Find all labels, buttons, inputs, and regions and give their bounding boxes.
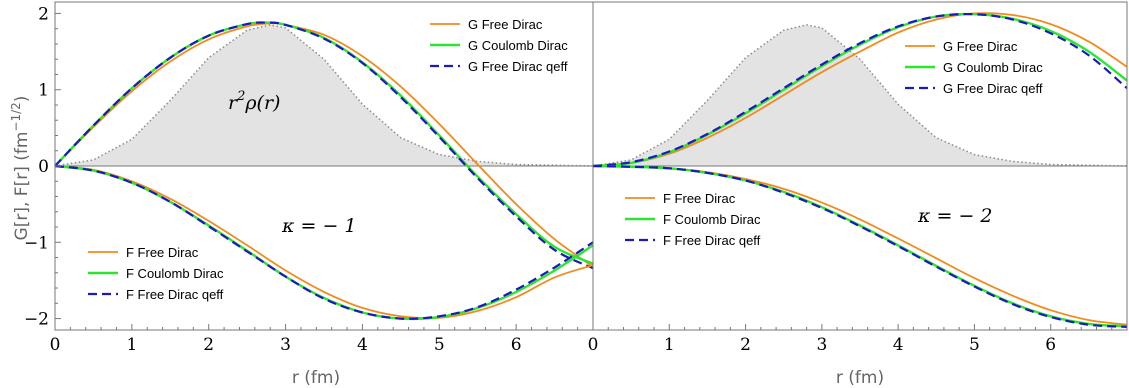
y-tick-label: 1 <box>38 81 49 101</box>
y-tick-label: 0 <box>38 157 49 177</box>
density-annotation-base: r <box>228 92 239 114</box>
series-line-f-free-dirac-qeff <box>54 164 594 320</box>
x-tick-label: 0 <box>588 335 599 355</box>
legend-label: G Coulomb Dirac <box>943 60 1043 75</box>
legend-lower-left: F Free Dirac F Coulomb Dirac F Free Dirac … <box>88 245 224 302</box>
legend-label: G Free Dirac <box>943 39 1018 54</box>
density-outline <box>54 24 594 167</box>
density-layer-right <box>592 24 1128 167</box>
panel-right: 0 1 2 3 4 5 6 κ = − 2 G Free Dirac G Coulomb Di… <box>588 1 1128 388</box>
x-tick-label: 2 <box>740 335 751 355</box>
legend-upper-left: G Free Dirac G Coulomb Dirac G Free Dirac … <box>430 17 568 74</box>
x-tick-label: 4 <box>357 335 368 355</box>
legend-label: F Free Dirac qeff <box>126 287 224 302</box>
x-tick-label: 1 <box>126 335 137 355</box>
y-tick-label: −2 <box>24 310 49 330</box>
x-tick-label: 5 <box>969 335 980 355</box>
y-axis-title: G[r], F[r] (fm−1/2) <box>9 96 32 241</box>
legend-label: F Free Dirac <box>126 245 199 260</box>
series-line-g-free-dirac <box>54 22 594 268</box>
density-annotation: r2ρ(r) <box>228 89 280 114</box>
legend-label: F Coulomb Dirac <box>126 266 224 281</box>
x-tick-label: 0 <box>50 335 61 355</box>
x-tick-label: 4 <box>893 335 904 355</box>
kappa-label-right: κ = − 2 <box>917 205 993 227</box>
x-tick-label: 6 <box>1045 335 1056 355</box>
frame-right <box>592 1 1128 331</box>
x-tick-label: 3 <box>280 335 291 355</box>
kappa-label-left: κ = − 1 <box>281 215 357 237</box>
y-axis-title-main: G[r], F[r] (fm <box>12 132 32 241</box>
density-annotation-sup: 2 <box>236 89 245 104</box>
legend-label: G Coulomb Dirac <box>468 38 568 53</box>
x-tick-label: 5 <box>434 335 445 355</box>
series-line-g-free-dirac-qeff <box>54 21 594 270</box>
x-tick-label: 3 <box>816 335 827 355</box>
series-line-f-free-dirac <box>54 165 594 320</box>
legend-label: G Free Dirac qeff <box>468 59 568 74</box>
ticks-right: 0 1 2 3 4 5 6 <box>588 324 1113 355</box>
x-axis-title-right: r (fm) <box>836 368 884 388</box>
legend-label: F Free Dirac qeff <box>663 233 761 248</box>
series-line-g-free-dirac <box>592 12 1128 167</box>
density-area <box>55 24 593 167</box>
series-line-f-free-dirac-qeff <box>592 164 1128 328</box>
x-tick-label: 6 <box>511 335 522 355</box>
x-axis-title-left: r (fm) <box>292 368 340 388</box>
series-layer-left <box>54 21 594 321</box>
y-axis-title-exp: −1/2 <box>9 102 23 131</box>
series-line-g-free-dirac-qeff <box>592 12 1128 168</box>
ticks-left: 0 1 2 3 4 5 6 −2 −1 0 1 2 <box>24 4 579 355</box>
legend-label: F Coulomb Dirac <box>663 212 761 227</box>
x-tick-label: 1 <box>664 335 675 355</box>
density-outline <box>592 24 1128 167</box>
series-layer-right <box>592 12 1128 328</box>
x-tick-label: 2 <box>203 335 214 355</box>
legend-upper-right: G Free Dirac G Coulomb Dirac G Free Dirac … <box>905 39 1043 96</box>
y-tick-label: 2 <box>38 4 49 24</box>
legend-label: G Free Dirac qeff <box>943 81 1043 96</box>
y-axis-title-close: ) <box>12 96 32 103</box>
legend-lower-right: F Free Dirac F Coulomb Dirac F Free Dirac … <box>625 191 761 248</box>
legend-label: G Free Dirac <box>468 17 543 32</box>
legend-label: F Free Dirac <box>663 191 736 206</box>
density-layer-left <box>54 24 594 167</box>
y-tick-label: −1 <box>24 233 49 253</box>
density-annotation-rest: ρ(r) <box>244 92 280 114</box>
density-area <box>593 24 1127 167</box>
